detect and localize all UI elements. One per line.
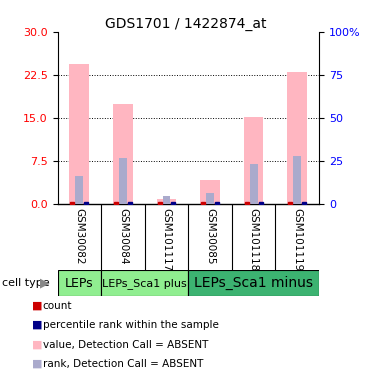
Text: GSM101119: GSM101119 (292, 208, 302, 271)
Text: GSM30084: GSM30084 (118, 208, 128, 264)
Bar (162, 196, 170, 204)
Bar (69, 63, 89, 204)
Bar (293, 156, 301, 204)
Bar (113, 104, 133, 204)
Text: LEPs_Sca1 minus: LEPs_Sca1 minus (194, 276, 313, 290)
Text: GSM101118: GSM101118 (249, 208, 259, 271)
Text: GSM101117: GSM101117 (161, 208, 171, 271)
Text: rank, Detection Call = ABSENT: rank, Detection Call = ABSENT (43, 359, 203, 369)
Text: ■: ■ (32, 301, 42, 310)
Bar (101, 270, 188, 296)
Bar (188, 270, 319, 296)
Bar (157, 199, 176, 204)
Bar (250, 164, 257, 204)
Text: ■: ■ (32, 340, 42, 350)
Text: GDS1701 / 1422874_at: GDS1701 / 1422874_at (105, 17, 266, 31)
Bar (200, 180, 220, 204)
Text: ▶: ▶ (40, 277, 50, 290)
Bar (58, 270, 101, 296)
Bar (288, 72, 307, 204)
Text: GSM30085: GSM30085 (205, 208, 215, 264)
Bar (244, 117, 263, 204)
Text: count: count (43, 301, 72, 310)
Text: GSM30082: GSM30082 (74, 208, 84, 264)
Text: LEPs_Sca1 plus: LEPs_Sca1 plus (102, 278, 187, 289)
Bar (119, 158, 127, 204)
Text: cell type: cell type (2, 278, 49, 288)
Text: ■: ■ (32, 359, 42, 369)
Text: value, Detection Call = ABSENT: value, Detection Call = ABSENT (43, 340, 208, 350)
Text: percentile rank within the sample: percentile rank within the sample (43, 320, 219, 330)
Text: ■: ■ (32, 320, 42, 330)
Text: LEPs: LEPs (65, 277, 93, 290)
Bar (206, 193, 214, 204)
Bar (75, 176, 83, 204)
